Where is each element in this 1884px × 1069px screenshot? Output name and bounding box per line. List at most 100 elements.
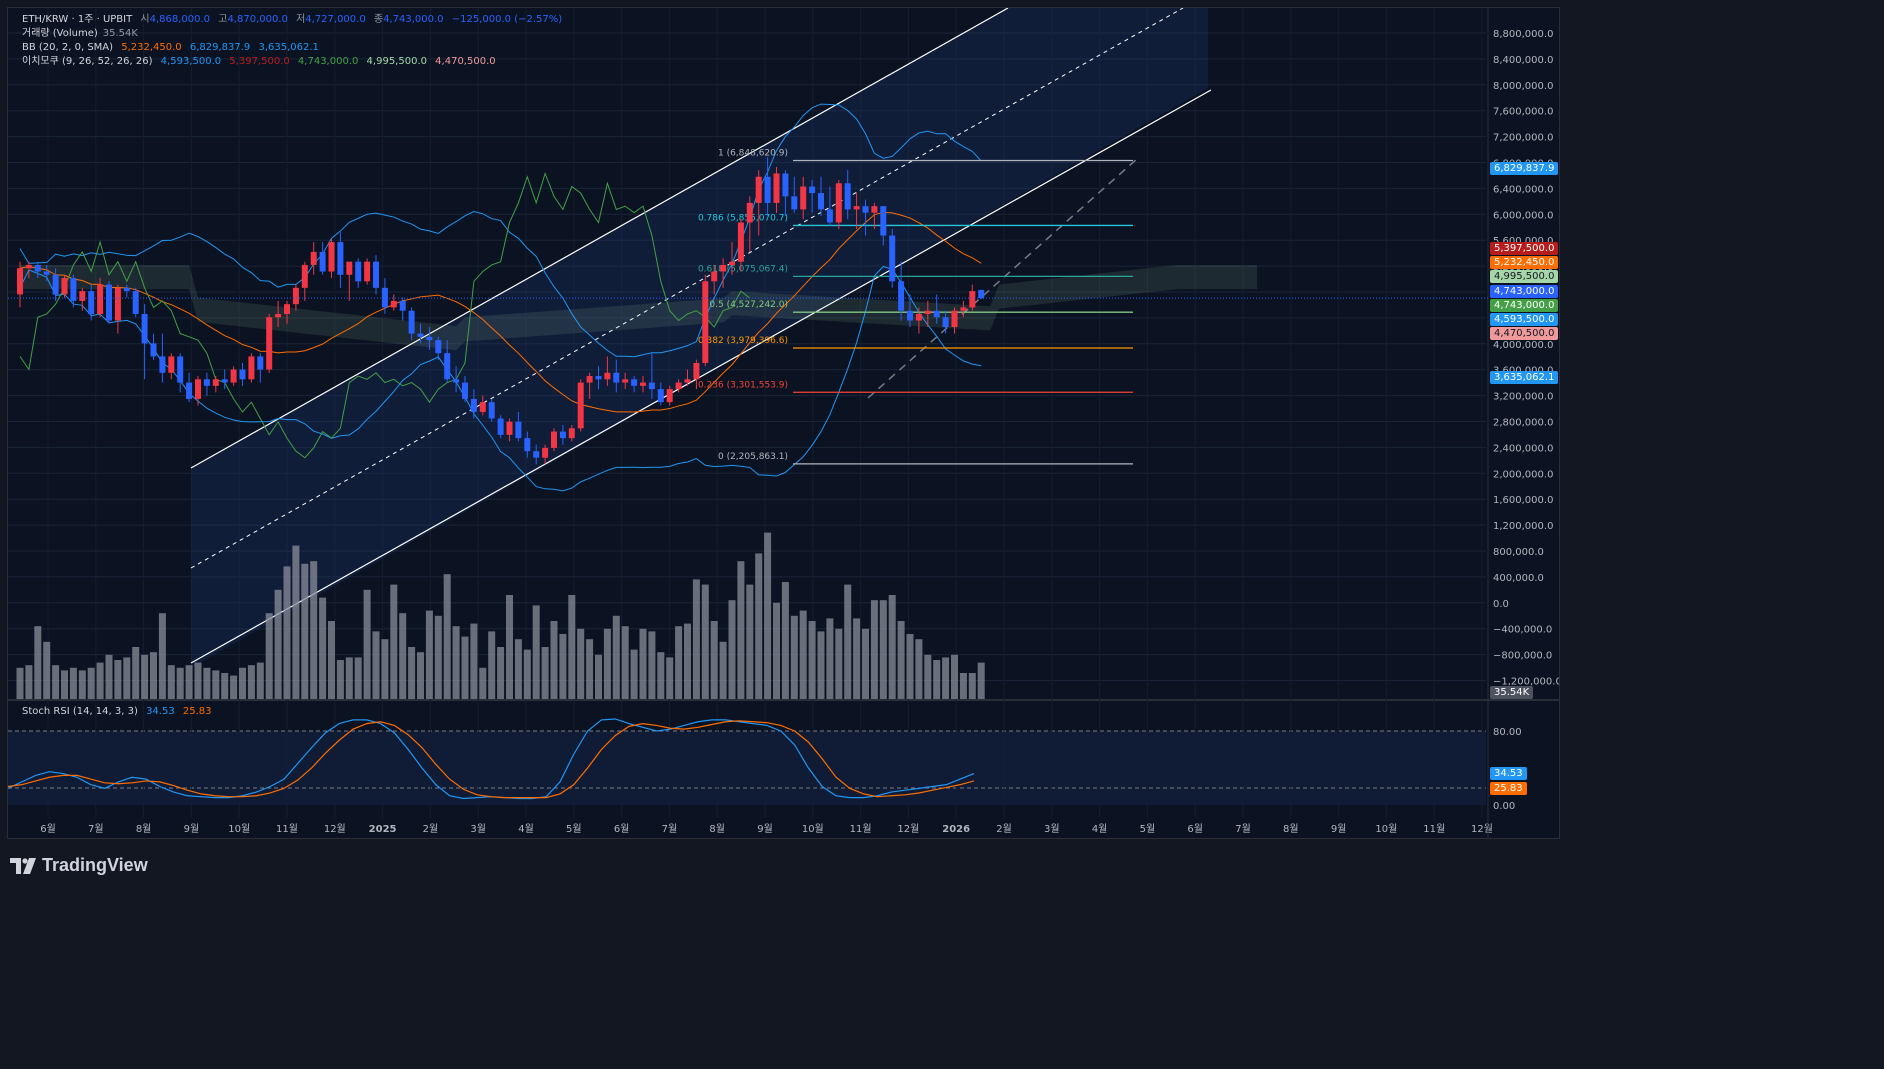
candle-body xyxy=(70,278,77,301)
candle-body xyxy=(515,421,522,439)
volume-bar xyxy=(354,657,362,699)
y-tick-label: 6,000,000.0 xyxy=(1493,210,1553,221)
volume-bar xyxy=(488,631,496,699)
volume-bar xyxy=(158,613,166,699)
candle-body xyxy=(470,398,477,412)
candle-body xyxy=(444,353,451,380)
volume-bar xyxy=(719,641,727,699)
volume-bar xyxy=(479,667,487,699)
x-tick-label: 10월 xyxy=(1375,823,1397,835)
x-tick-label: 2026 xyxy=(942,824,970,835)
candle-body xyxy=(889,235,896,282)
fib-level-label: 0.786 (5,855,070.7) xyxy=(698,213,788,223)
x-tick-label: 6월 xyxy=(40,823,56,835)
volume-bar xyxy=(194,662,202,699)
volume-bar xyxy=(737,561,745,699)
candle-body xyxy=(622,379,629,383)
volume-bar xyxy=(799,610,807,699)
volume-bar xyxy=(844,584,852,699)
volume-bar xyxy=(639,628,647,699)
candle-body xyxy=(373,261,379,288)
close-value: 4,743,000.0 xyxy=(383,14,444,25)
volume-bar xyxy=(256,662,264,699)
volume-bar xyxy=(862,628,869,699)
candle-body xyxy=(17,268,23,295)
x-tick-label: 11월 xyxy=(850,823,872,835)
volume-bar xyxy=(603,628,611,699)
x-tick-label: 10월 xyxy=(802,823,824,835)
tradingview-logo[interactable]: TradingView xyxy=(10,855,148,876)
candle-body xyxy=(800,186,807,210)
stoch-d-line xyxy=(8,720,975,799)
chikou-line xyxy=(19,171,751,459)
volume-bar xyxy=(888,595,896,699)
volume-bar xyxy=(595,654,602,699)
candle-body xyxy=(79,291,86,301)
legend-ichimoku: 이치모쿠 (9, 26, 52, 26, 26) 4,593,500.0 5,3… xyxy=(22,55,501,69)
x-tick-label: 11월 xyxy=(1423,823,1445,835)
fib-level-label: 0.5 (4,527,242.0) xyxy=(709,300,788,310)
candle-body xyxy=(52,274,59,295)
candle-body xyxy=(924,310,931,314)
volume-bar xyxy=(390,584,398,699)
stoch-tick-label: 80.00 xyxy=(1493,727,1522,738)
candle-body xyxy=(853,206,860,210)
volume-bar xyxy=(434,615,442,699)
volume-bar xyxy=(568,595,576,699)
candle-body xyxy=(150,343,157,357)
candle-body xyxy=(284,304,290,314)
chart-canvas[interactable]: 8,800,000.0 8,400,000.0 8,000,000.0 7,600,0… xyxy=(8,8,1560,839)
candle-body xyxy=(319,251,326,272)
x-tick-label: 12월 xyxy=(324,823,346,835)
low-label: 저 xyxy=(296,14,306,25)
stoch-badge: 25.83 xyxy=(1490,782,1527,795)
chart-frame[interactable]: 8,800,000.0 8,400,000.0 8,000,000.0 7,600,0… xyxy=(7,7,1560,839)
candle-body xyxy=(168,356,175,373)
stoch-label: Stoch RSI (14, 14, 3, 3) xyxy=(22,706,138,717)
volume-bar xyxy=(443,574,451,699)
y-tick-label: 2,400,000.0 xyxy=(1493,443,1553,454)
fib-level-label: 0.236 (3,301,553.9) xyxy=(698,380,788,390)
candle-body xyxy=(577,382,584,429)
volume-bar xyxy=(755,553,763,699)
price-badge: 4,995,500.0 xyxy=(1490,270,1559,283)
volume-bar xyxy=(123,657,131,699)
volume-bar xyxy=(221,673,229,699)
candle-body xyxy=(141,313,148,344)
candle-body xyxy=(595,376,602,380)
x-tick-label: 9월 xyxy=(184,823,200,835)
chikou-value: 4,743,000.0 xyxy=(297,56,359,67)
volume-bar xyxy=(247,665,255,699)
candle-body xyxy=(212,379,219,386)
x-tick-label: 8월 xyxy=(709,823,725,835)
x-tick-label: 8월 xyxy=(136,823,152,835)
y-tick-label: 2,000,000.0 xyxy=(1493,469,1553,480)
volume-bar xyxy=(372,631,380,699)
tradingview-logo-icon xyxy=(10,857,36,874)
volume-bar xyxy=(16,667,24,699)
price-badge: 5,397,500.0 xyxy=(1490,242,1559,255)
x-tick-label: 5월 xyxy=(1140,823,1156,835)
x-tick-label: 6월 xyxy=(614,823,630,835)
candle-body xyxy=(969,291,976,308)
candle-body xyxy=(551,431,557,448)
volume-bar xyxy=(684,623,691,699)
volume-bar xyxy=(203,667,211,699)
candle-body xyxy=(764,176,771,203)
volume-bar xyxy=(328,621,335,699)
volume-bar xyxy=(808,621,816,699)
volume-bar xyxy=(43,641,51,699)
volume-bar xyxy=(274,589,282,699)
volume-bar xyxy=(577,628,585,699)
kijun-value: 5,397,500.0 xyxy=(229,56,290,67)
volume-bar xyxy=(425,610,433,699)
candle-body xyxy=(862,206,869,213)
volume-bar xyxy=(470,623,478,699)
y-tick-label: 5,600,000.0 xyxy=(1493,236,1553,247)
volume-bar xyxy=(541,647,549,699)
change-value: −125,000.0 (−2.57%) xyxy=(451,14,563,25)
legend-bb: BB (20, 2, 0, SMA) 5,232,450.0 6,829,837… xyxy=(22,41,324,55)
candle-body xyxy=(666,389,673,403)
legend-stoch: Stoch RSI (14, 14, 3, 3) 34.53 25.83 xyxy=(22,705,217,719)
candle-body xyxy=(631,379,638,386)
